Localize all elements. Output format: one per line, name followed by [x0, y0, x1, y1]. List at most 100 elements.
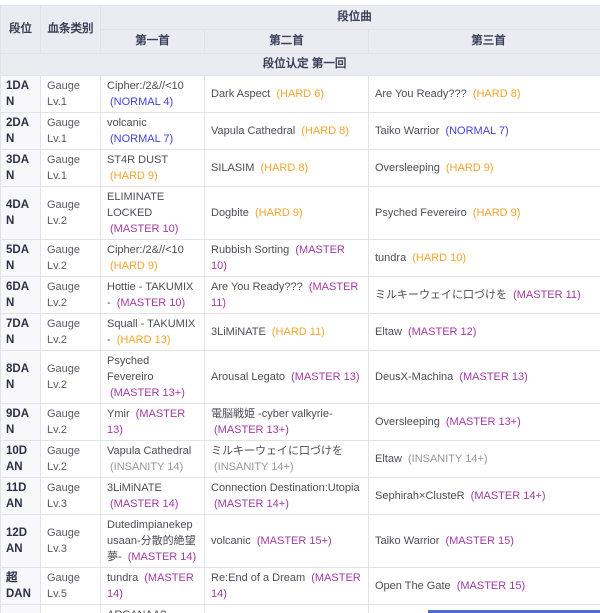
- song-title: Eltaw: [375, 453, 402, 465]
- song-cell: Squall - TAKUMIX - (HARD 13): [100, 313, 205, 351]
- difficulty-label: (MASTER 14+): [214, 498, 289, 510]
- song-cell: ELIMINATE LOCKED (MASTER 10): [100, 186, 205, 240]
- difficulty-label: (MASTER 13): [107, 408, 186, 436]
- difficulty-label: (NORMAL 7): [110, 133, 174, 145]
- gauge-type-cell: Gauge Lv.2: [40, 313, 101, 351]
- table-row: 3DAN Gauge Lv.1 ST4R DUST (HARD 9) SILASIM …: [0, 149, 600, 187]
- difficulty-label: (MASTER 14): [110, 498, 179, 510]
- song-cell: Ymir (INSANITY 15): [367, 604, 600, 613]
- song-title: Open The Gate: [375, 580, 451, 592]
- song-cell: Vapula Cathedral (INSANITY 14): [100, 440, 205, 478]
- table-row: 10DAN Gauge Lv.2 Vapula Cathedral (INSANIT…: [0, 440, 600, 478]
- difficulty-label: (HARD 10): [412, 252, 467, 264]
- song-title: Vapula Cathedral: [211, 125, 296, 137]
- difficulty-label: (MASTER 11): [211, 281, 359, 309]
- difficulty-label: (HARD 8): [260, 162, 309, 174]
- difficulty-label: (MASTER 10): [211, 244, 345, 272]
- song-cell: Dark Aspect (HARD 6): [204, 75, 369, 113]
- song-cell: ARCANAA? (CHART LAB 【藏】): [100, 604, 205, 613]
- song-title: DeusX-Machina: [375, 371, 454, 383]
- difficulty-label: (HARD 9): [445, 162, 494, 174]
- table-row: 极DANGauge Lv.4ARCANAA? (CHART LAB 【藏】)Du…: [0, 604, 600, 613]
- dan-rank-cell: 超DAN: [0, 567, 41, 605]
- song-cell: Cipher:/2&//<10 (NORMAL 4): [100, 75, 205, 113]
- gauge-type-cell: Gauge Lv.2: [40, 239, 101, 277]
- dan-rank-cell: 6DAN: [0, 276, 41, 314]
- song-title: ST4R DUST: [107, 154, 168, 166]
- table-row: 5DAN Gauge Lv.2 Cipher:/2&//<10 (HARD 9) Ru…: [0, 239, 600, 277]
- difficulty-label: (MASTER 14): [211, 572, 361, 600]
- difficulty-label: (HARD 9): [110, 260, 158, 272]
- song-title: Hottie - TAKUMIX -: [107, 281, 194, 309]
- song-title: Are You Ready???: [375, 88, 467, 100]
- song-cell: Psyched Fevereiro (MASTER 13+): [100, 350, 205, 404]
- dan-rank-cell: 10DAN: [0, 440, 41, 478]
- song-title: 3LiMiNATE: [107, 482, 162, 494]
- gauge-type-cell: Gauge Lv.2: [40, 350, 101, 404]
- song-title: Taiko Warrior: [375, 125, 440, 137]
- header-dan: 段位: [0, 5, 41, 54]
- gauge-type-cell: Gauge Lv.4: [40, 604, 101, 613]
- difficulty-label: (MASTER 13+): [214, 424, 289, 436]
- table-row: 9DAN Gauge Lv.2 Ymir (MASTER 13) 電脳戦姫 -cybe…: [0, 403, 600, 441]
- bottom-partial-element-strip: [428, 610, 600, 613]
- song-title: SILASIM: [211, 162, 255, 174]
- gauge-type-cell: Gauge Lv.1: [40, 112, 101, 150]
- difficulty-label: (INSANITY 14+): [407, 453, 488, 465]
- header-dan-songs: 段位曲: [99, 5, 600, 30]
- song-cell: DeusX-Machina (MASTER 13): [367, 350, 600, 404]
- difficulty-label: (MASTER 14): [107, 572, 194, 600]
- table-row: 8DAN Gauge Lv.2 Psyched Fevereiro (MASTER …: [0, 350, 600, 404]
- difficulty-label: (HARD 8): [301, 125, 349, 137]
- song-cell: 3LiMiNATE (MASTER 14): [100, 477, 205, 515]
- song-cell: volcanic (NORMAL 7): [100, 112, 205, 150]
- song-cell: Ymir (MASTER 13): [100, 403, 205, 441]
- song-title: Cipher:/2&//<10: [107, 80, 184, 92]
- difficulty-label: (MASTER 14+): [470, 490, 546, 502]
- song-cell: Dutedimpianekepusaan-分散的絶望夢- (RAVAGE 15+…: [204, 604, 369, 613]
- song-title: Eltaw: [375, 326, 402, 338]
- song-cell: Psyched Fevereiro (HARD 9): [367, 186, 600, 240]
- song-title: Are You Ready???: [211, 281, 303, 293]
- song-cell: Re:End of a Dream (MASTER 14): [204, 567, 369, 605]
- song-title: Dark Aspect: [211, 88, 271, 100]
- table-header: 段位 血条类别 段位曲 第一首 第二首 第三首: [0, 5, 600, 54]
- song-cell: Are You Ready??? (MASTER 11): [204, 276, 369, 314]
- table-row: 11DAN Gauge Lv.3 3LiMiNATE (MASTER 14) Conn…: [0, 477, 600, 515]
- gauge-type-cell: Gauge Lv.2: [40, 186, 101, 240]
- song-cell: Dutedimpianekepusaan-分散的絶望夢- (MASTER 14): [100, 514, 205, 568]
- song-cell: ST4R DUST (HARD 9): [100, 149, 205, 187]
- song-cell: Are You Ready??? (HARD 8): [367, 75, 600, 113]
- table-row: 1DAN Gauge Lv.1 Cipher:/2&//<10 (NORMAL 4)…: [0, 75, 600, 113]
- difficulty-label: (NORMAL 7): [445, 125, 509, 137]
- song-title: ARCANAA?: [107, 609, 166, 613]
- gauge-type-cell: Gauge Lv.5: [40, 567, 101, 605]
- song-title: Psyched Fevereiro: [107, 355, 154, 383]
- difficulty-label: (HARD 8): [472, 88, 521, 100]
- table-row: 6DAN Gauge Lv.2 Hottie - TAKUMIX - (MASTER…: [0, 276, 600, 314]
- song-cell: Oversleeping (HARD 9): [367, 149, 600, 187]
- dan-rank-cell: 3DAN: [0, 149, 41, 187]
- gauge-type-cell: Gauge Lv.3: [40, 477, 101, 515]
- header-third-song: 第三首: [367, 29, 600, 54]
- song-cell: Cipher:/2&//<10 (HARD 9): [100, 239, 205, 277]
- song-cell: Taiko Warrior (MASTER 15): [367, 514, 600, 568]
- song-title: tundra: [107, 572, 139, 584]
- difficulty-label: (MASTER 13): [291, 371, 360, 383]
- table-row: 4DAN Gauge Lv.2 ELIMINATE LOCKED (MASTER 1…: [0, 186, 600, 240]
- difficulty-label: (HARD 13): [116, 334, 171, 346]
- song-title: Arousal Legato: [211, 371, 285, 383]
- gauge-type-cell: Gauge Lv.1: [40, 149, 101, 187]
- difficulty-label: (INSANITY 14): [110, 461, 184, 473]
- table-row: 7DAN Gauge Lv.2 Squall - TAKUMIX - (HARD 1…: [0, 313, 600, 351]
- difficulty-label: (MASTER 10): [110, 223, 179, 235]
- table-row: 超DAN Gauge Lv.5 tundra (MASTER 14) Re:End o…: [0, 567, 600, 605]
- song-title: ミルキーウェイに口づけを: [375, 289, 507, 301]
- song-cell: Hottie - TAKUMIX - (MASTER 10): [100, 276, 205, 314]
- song-title: Rubbish Sorting: [211, 244, 290, 256]
- difficulty-label: (HARD 9): [254, 207, 303, 219]
- dan-rank-cell: 4DAN: [0, 186, 41, 240]
- song-title: Sephirah×ClusteR: [375, 490, 465, 502]
- table-row: 12DAN Gauge Lv.3 Dutedimpianekepusaan-分散的絶…: [0, 514, 600, 568]
